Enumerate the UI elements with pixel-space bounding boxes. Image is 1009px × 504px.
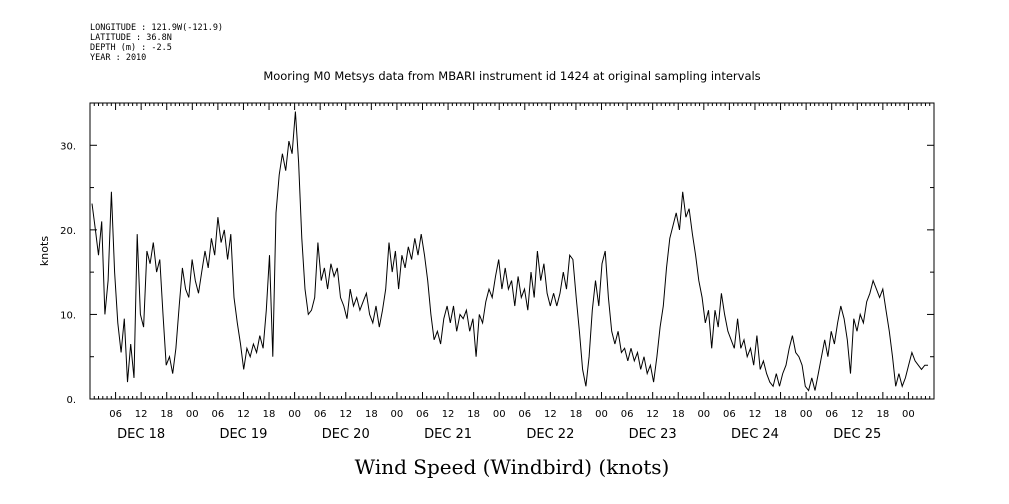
x-day-label: DEC 20 [322, 427, 370, 442]
x-hour-label: 06 [723, 409, 736, 420]
x-hour-label: 06 [109, 409, 122, 420]
x-hour-label: 12 [544, 409, 557, 420]
x-day-label: DEC 21 [424, 427, 472, 442]
x-hour-label: 06 [825, 409, 838, 420]
x-hour-label: 18 [876, 409, 889, 420]
x-axis-day-labels: DEC 18 DEC 19 DEC 20 DEC 21 DEC 22 DEC 23 DEC … [117, 427, 881, 442]
metadata-header: LONGITUDE : 121.9W(-121.9) LATITUDE : 36… [90, 23, 223, 63]
x-hour-label: 18 [570, 409, 583, 420]
x-hour-label: 06 [621, 409, 634, 420]
y-tick-label: 0. [66, 395, 76, 406]
x-hour-label: 00 [493, 409, 506, 420]
x-day-label: DEC 24 [731, 427, 779, 442]
x-day-label: DEC 18 [117, 427, 165, 442]
x-hour-label: 18 [160, 409, 173, 420]
x-hour-label: 00 [288, 409, 301, 420]
y-axis-label: knots [38, 236, 51, 266]
x-hour-label: 06 [212, 409, 225, 420]
x-day-label: DEC 19 [219, 427, 267, 442]
x-hour-label: 18 [263, 409, 276, 420]
x-hour-label: 18 [467, 409, 480, 420]
x-hour-label: 12 [339, 409, 352, 420]
x-hour-label: 00 [902, 409, 915, 420]
y-tick-label: 10. [60, 310, 76, 321]
x-hour-label: 00 [595, 409, 608, 420]
header-line-year: YEAR : 2010 [90, 53, 146, 63]
x-day-label: DEC 25 [833, 427, 881, 442]
x-hour-label: 12 [749, 409, 762, 420]
x-day-label: DEC 23 [629, 427, 677, 442]
wind-speed-series-line [91, 111, 928, 392]
x-hour-label: 18 [672, 409, 685, 420]
x-axis-hour-labels: 06 12 18 00 06 12 18 00 06 12 18 00 06 12 18 00 06 12 18 00… [109, 409, 915, 420]
y-tick-label: 20. [60, 226, 76, 237]
header-line-longitude: LONGITUDE : 121.9W(-121.9) [90, 23, 223, 33]
x-hour-label: 12 [646, 409, 659, 420]
x-hour-label: 12 [442, 409, 455, 420]
header-line-latitude: LATITUDE : 36.8N [90, 33, 172, 43]
plot-frame [89, 102, 935, 400]
x-hour-label: 06 [416, 409, 429, 420]
x-hour-label: 00 [391, 409, 404, 420]
header-line-depth: DEPTH (m) : -2.5 [90, 43, 172, 53]
x-hour-label: 06 [518, 409, 531, 420]
x-hour-label: 18 [365, 409, 378, 420]
x-hour-label: 12 [851, 409, 864, 420]
x-hour-label: 06 [314, 409, 327, 420]
x-hour-label: 00 [800, 409, 813, 420]
x-day-label: DEC 22 [526, 427, 574, 442]
y-axis-ticks: 0. 10. 20. 30. [60, 141, 934, 406]
x-axis-ticks [89, 103, 935, 399]
x-hour-label: 00 [186, 409, 199, 420]
chart-title: Mooring M0 Metsys data from MBARI instru… [263, 69, 760, 83]
x-hour-label: 00 [697, 409, 710, 420]
y-tick-label: 30. [60, 141, 76, 152]
x-hour-label: 12 [237, 409, 250, 420]
x-hour-label: 18 [774, 409, 787, 420]
x-axis-label: Wind Speed (Windbird) (knots) [355, 455, 670, 479]
x-hour-label: 12 [135, 409, 148, 420]
